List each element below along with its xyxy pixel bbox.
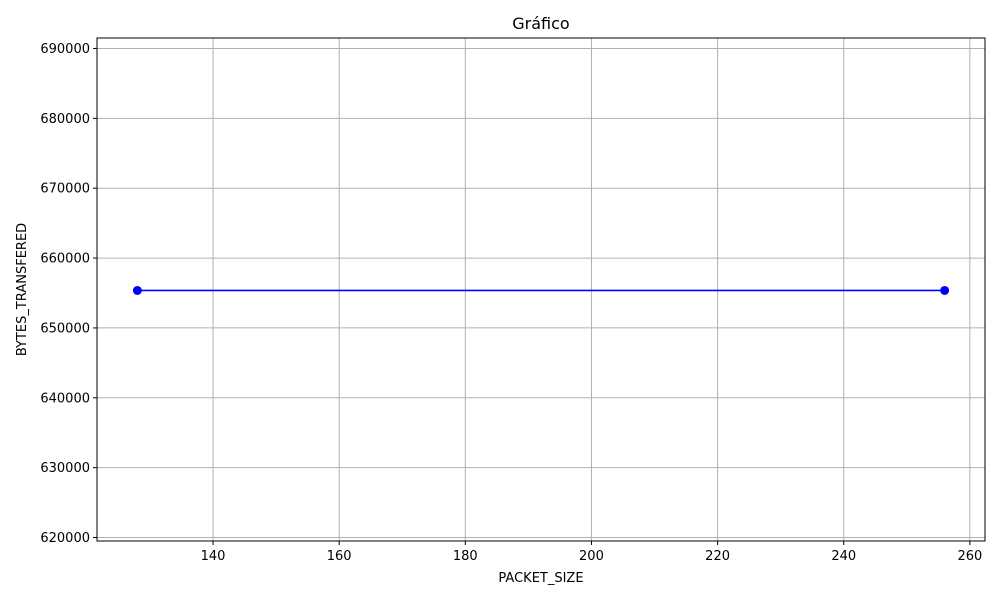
y-tick-label: 650000 <box>40 321 90 336</box>
x-tick-label: 200 <box>579 549 604 564</box>
grid-layer <box>97 38 985 541</box>
y-tick-label: 670000 <box>40 182 90 197</box>
y-tick-label: 680000 <box>40 112 90 127</box>
x-tick-label: 160 <box>327 549 352 564</box>
x-axis-label: PACKET_SIZE <box>498 571 583 586</box>
x-tick-label: 260 <box>957 549 982 564</box>
x-tick-label: 240 <box>831 549 856 564</box>
y-axis-label: BYTES_TRANSFERED <box>15 223 30 356</box>
x-tick-label: 140 <box>201 549 226 564</box>
x-axis-ticks: 140 160 180 200 220 240 260 <box>201 541 982 564</box>
y-tick-label: 660000 <box>40 252 90 267</box>
y-tick-label: 620000 <box>40 531 90 546</box>
y-tick-label: 640000 <box>40 391 90 406</box>
y-tick-label: 630000 <box>40 461 90 476</box>
chart-title: Gráfico <box>512 14 569 33</box>
x-tick-label: 180 <box>453 549 478 564</box>
data-point <box>132 285 142 295</box>
plot-frame <box>96 37 986 542</box>
y-axis-ticks: 620000 630000 640000 650000 660000 670000 6800… <box>40 42 97 546</box>
y-tick-label: 690000 <box>40 42 90 57</box>
x-tick-label: 220 <box>705 549 730 564</box>
data-point <box>940 285 950 295</box>
series-layer <box>132 285 950 295</box>
